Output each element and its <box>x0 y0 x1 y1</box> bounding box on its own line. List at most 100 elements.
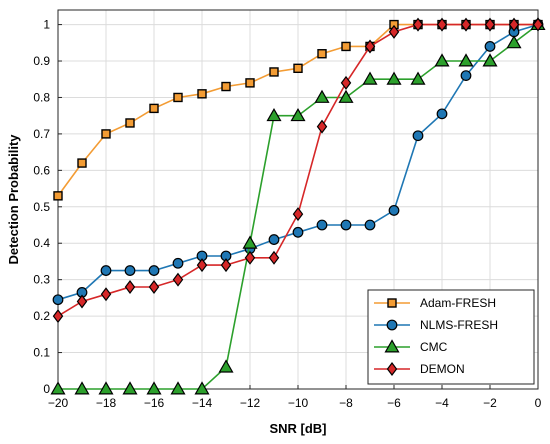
data-point <box>52 309 64 324</box>
data-point <box>316 119 328 134</box>
legend-marker <box>387 298 397 308</box>
series-cmc <box>50 16 546 395</box>
x-tick-label: −2 <box>483 396 497 410</box>
legend-label: NLMS-FRESH <box>420 318 498 332</box>
data-point <box>74 381 90 395</box>
data-point <box>266 107 282 122</box>
x-tick-label: −10 <box>288 396 309 410</box>
x-tick-label: −6 <box>387 396 401 410</box>
data-point <box>436 108 448 120</box>
data-point <box>482 53 498 67</box>
data-point <box>197 89 207 99</box>
legend-marker <box>386 362 398 376</box>
data-point <box>364 219 376 231</box>
data-point <box>290 107 306 122</box>
data-point <box>388 24 400 39</box>
legend-label: DEMON <box>420 362 465 376</box>
legend-label: Adam-FRESH <box>420 296 496 310</box>
data-point <box>484 41 496 52</box>
data-point <box>53 191 63 201</box>
data-point <box>173 92 183 103</box>
x-axis-label: SNR [dB] <box>269 421 326 436</box>
data-point <box>362 71 378 85</box>
data-point <box>50 381 66 395</box>
data-point <box>317 49 327 59</box>
data-point <box>484 17 496 32</box>
data-point <box>76 294 88 309</box>
data-point <box>292 226 304 238</box>
series-demon <box>52 17 544 324</box>
data-point <box>245 78 255 88</box>
x-tick-label: −16 <box>144 396 165 410</box>
data-point <box>146 381 162 395</box>
data-point <box>170 381 186 395</box>
data-point <box>460 70 472 81</box>
y-tick-label: 0.8 <box>33 90 50 104</box>
data-point <box>220 258 232 273</box>
data-point <box>506 35 522 49</box>
data-point <box>196 258 208 273</box>
data-point <box>386 71 402 85</box>
data-point <box>508 17 520 32</box>
data-point <box>340 219 352 231</box>
y-axis-label: Detection Probability <box>6 134 21 265</box>
y-tick-label: 0.6 <box>33 163 50 177</box>
data-point <box>314 89 330 103</box>
y-tick-label: 0.1 <box>33 346 50 360</box>
series-layer <box>50 16 546 395</box>
data-point <box>122 381 138 395</box>
data-point <box>221 81 231 92</box>
data-point <box>388 205 400 216</box>
data-point <box>434 53 450 67</box>
data-point <box>148 265 160 276</box>
x-tick-label: −18 <box>96 396 117 410</box>
x-tick-label: −20 <box>48 396 69 410</box>
y-tick-label: 0.5 <box>33 200 50 214</box>
data-point <box>458 53 474 67</box>
data-point <box>148 279 160 294</box>
y-tick-label: 0.7 <box>33 127 50 141</box>
data-point <box>52 294 64 306</box>
data-point <box>125 118 135 128</box>
data-point <box>124 279 136 294</box>
legend: Adam-FRESH NLMS-FRESH CMC DEMON <box>367 289 535 385</box>
data-point <box>98 381 114 395</box>
data-point <box>101 129 111 139</box>
data-point <box>412 130 424 142</box>
data-point <box>244 250 256 265</box>
data-point <box>364 39 376 54</box>
x-tick-label: −8 <box>339 396 353 410</box>
data-point <box>268 250 280 265</box>
data-point <box>412 17 424 32</box>
data-point <box>194 381 210 395</box>
data-point <box>269 67 279 77</box>
data-point <box>124 265 136 276</box>
x-tick-label: −4 <box>435 396 449 410</box>
legend-marker <box>386 319 398 331</box>
data-point <box>100 287 112 302</box>
data-point <box>242 235 258 249</box>
y-tick-label: 0.3 <box>33 273 50 287</box>
data-point <box>316 219 328 231</box>
data-point <box>532 17 544 32</box>
data-point <box>293 63 303 74</box>
data-point <box>436 17 448 32</box>
data-point <box>100 265 112 276</box>
data-point <box>218 359 234 373</box>
data-point <box>77 158 87 168</box>
tick-labels: −20 −18 −16 −14 −12 −10 −8 −6 −4 −2 000.10.20.30.4… <box>33 18 541 410</box>
data-point <box>268 234 280 245</box>
y-tick-label: 1 <box>43 18 50 32</box>
data-point <box>149 103 159 114</box>
legend-label: CMC <box>420 340 448 354</box>
x-tick-label: −12 <box>240 396 261 410</box>
y-tick-label: 0.9 <box>33 54 50 68</box>
legend-marker <box>384 339 400 353</box>
data-point <box>292 207 304 222</box>
data-point <box>410 71 426 85</box>
y-tick-label: 0.4 <box>33 236 50 250</box>
data-point <box>340 75 352 90</box>
data-point <box>341 41 351 52</box>
data-point <box>172 257 184 269</box>
